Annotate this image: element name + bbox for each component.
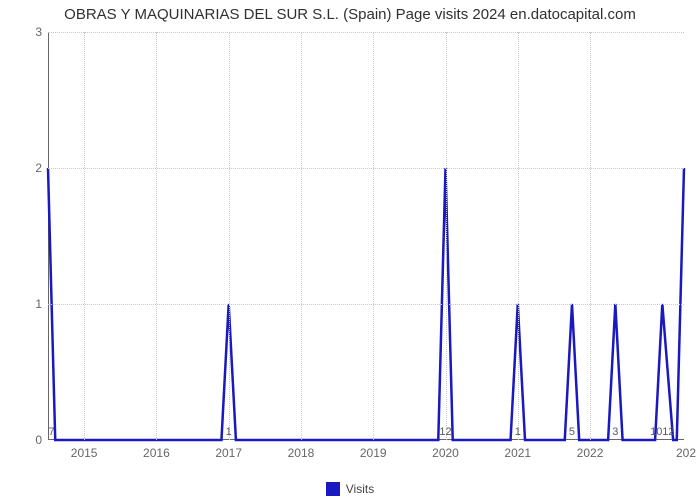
data-point-label: 1 <box>226 426 232 438</box>
legend: Visits <box>0 481 700 496</box>
x-grid-line <box>518 32 519 440</box>
x-grid-line <box>373 32 374 440</box>
x-tick-label: 2022 <box>577 446 604 460</box>
data-point-label: 3 <box>612 426 618 438</box>
x-tick-label-trailing: 202 <box>676 446 696 460</box>
x-grid-line <box>156 32 157 440</box>
data-point-label: 7 <box>49 426 55 438</box>
x-tick-label: 2019 <box>360 446 387 460</box>
line-series <box>48 32 684 440</box>
y-tick-label: 0 <box>14 433 42 447</box>
chart-container: OBRAS Y MAQUINARIAS DEL SUR S.L. (Spain)… <box>0 0 700 500</box>
data-point-label: 1012 <box>650 426 674 438</box>
x-grid-line <box>446 32 447 440</box>
x-tick-label: 2020 <box>432 446 459 460</box>
x-grid-line <box>84 32 85 440</box>
y-tick-label: 1 <box>14 297 42 311</box>
x-tick-label: 2015 <box>71 446 98 460</box>
x-grid-line <box>590 32 591 440</box>
data-point-label: 1 <box>515 426 521 438</box>
y-tick-label: 3 <box>14 25 42 39</box>
y-tick-label: 2 <box>14 161 42 175</box>
x-tick-label: 2016 <box>143 446 170 460</box>
y-grid-line <box>48 304 684 305</box>
y-grid-line <box>48 32 684 33</box>
x-tick-label: 2018 <box>288 446 315 460</box>
data-point-label: 5 <box>569 426 575 438</box>
x-grid-line <box>301 32 302 440</box>
y-grid-line <box>48 168 684 169</box>
chart-title: OBRAS Y MAQUINARIAS DEL SUR S.L. (Spain)… <box>0 6 700 23</box>
x-tick-label: 2021 <box>504 446 531 460</box>
legend-label: Visits <box>346 482 374 496</box>
x-tick-label: 2017 <box>215 446 242 460</box>
legend-swatch <box>326 482 340 496</box>
data-point-label: 12 <box>439 426 451 438</box>
x-grid-line <box>229 32 230 440</box>
plot-area <box>48 32 684 440</box>
